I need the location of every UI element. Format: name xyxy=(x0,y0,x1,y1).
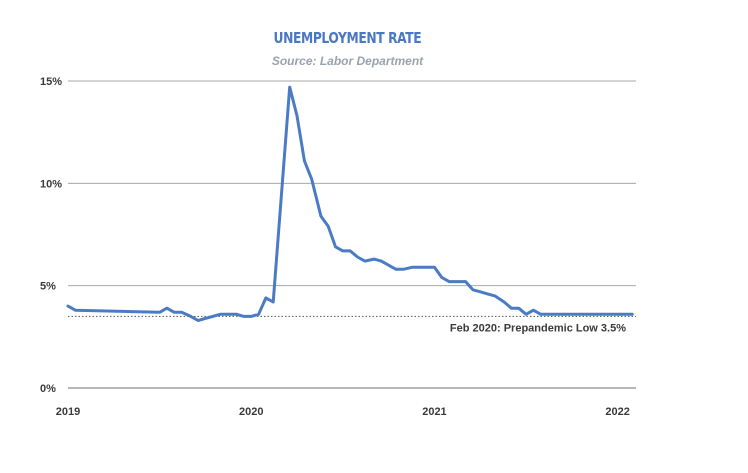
y-tick-label: 0% xyxy=(40,383,56,395)
y-tick-label: 15% xyxy=(40,76,62,88)
series-line-unemployment-rate xyxy=(66,85,634,322)
x-tick-label: 2020 xyxy=(239,406,263,418)
x-tick-label: 2022 xyxy=(605,406,629,418)
y-tick-label: 5% xyxy=(40,281,56,293)
chart-title: UNEMPLOYMENT RATE xyxy=(273,29,422,47)
x-tick-label: 2021 xyxy=(422,406,446,418)
reference-line-label: Feb 2020: Prepandemic Low 3.5% xyxy=(450,322,626,334)
x-tick-label: 2019 xyxy=(56,406,80,418)
chart-subtitle: Source: Labor Department xyxy=(271,54,424,68)
y-tick-label: 10% xyxy=(40,178,62,190)
